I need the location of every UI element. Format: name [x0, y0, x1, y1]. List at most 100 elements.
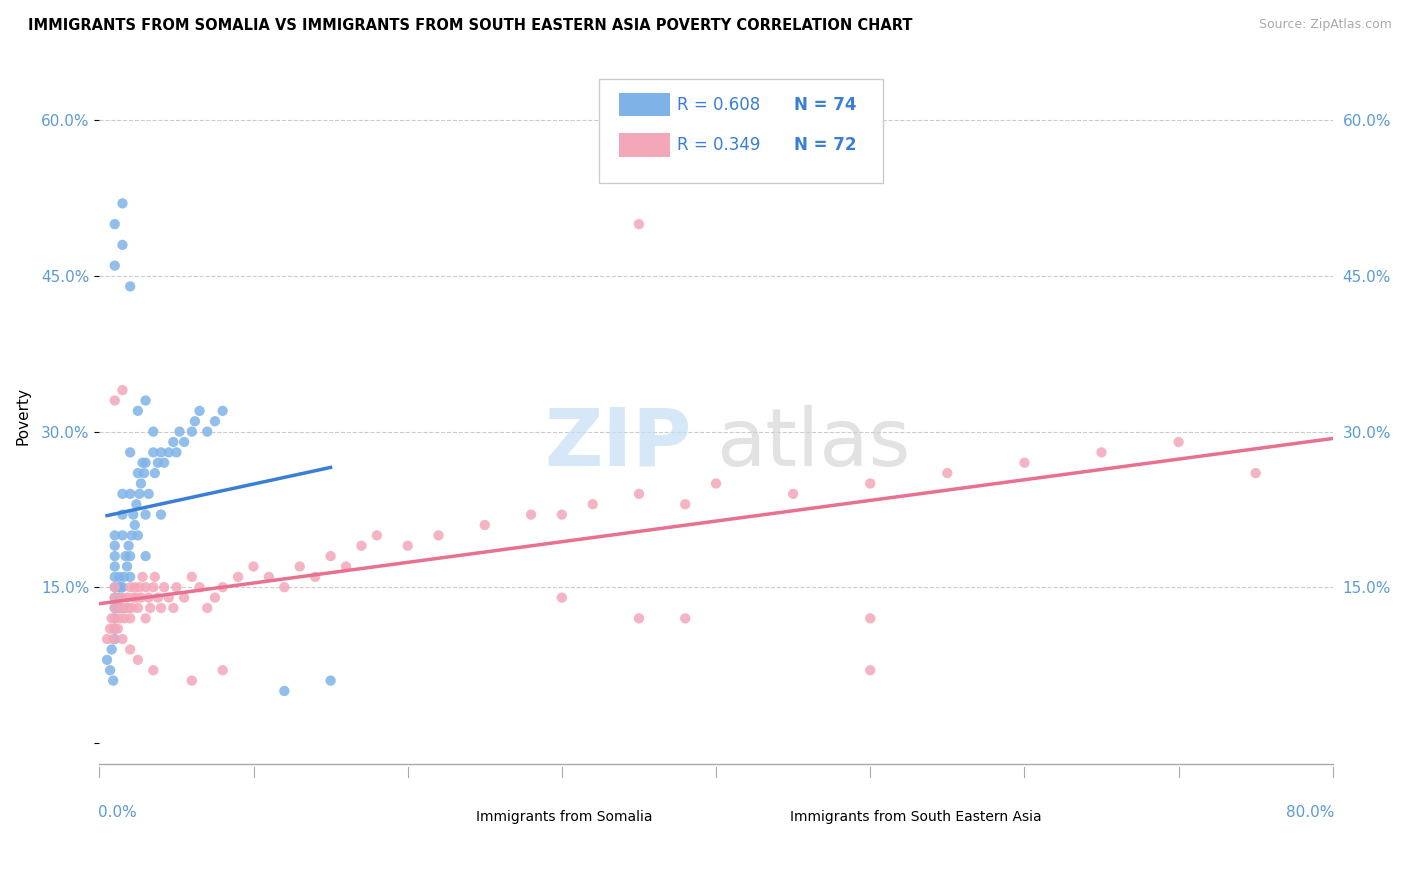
Text: IMMIGRANTS FROM SOMALIA VS IMMIGRANTS FROM SOUTH EASTERN ASIA POVERTY CORRELATIO: IMMIGRANTS FROM SOMALIA VS IMMIGRANTS FR…	[28, 18, 912, 33]
Point	[112, 570, 135, 584]
Point	[211, 404, 233, 418]
Point	[124, 518, 146, 533]
Point	[474, 518, 496, 533]
Point	[104, 601, 127, 615]
Point	[551, 591, 574, 605]
Point	[127, 528, 149, 542]
Point	[936, 466, 959, 480]
Point	[104, 611, 127, 625]
Point	[120, 570, 142, 584]
Point	[104, 622, 127, 636]
Point	[520, 508, 543, 522]
Point	[1167, 435, 1189, 450]
Point	[120, 487, 142, 501]
Point	[319, 673, 342, 688]
Point	[104, 570, 127, 584]
Point	[169, 425, 191, 439]
Point	[129, 591, 152, 605]
Point	[195, 425, 218, 439]
Point	[427, 528, 450, 542]
Point	[104, 591, 127, 605]
Point	[111, 508, 134, 522]
Point	[188, 404, 211, 418]
Point	[704, 476, 727, 491]
Point	[111, 632, 134, 646]
Point	[115, 559, 138, 574]
Text: N = 74: N = 74	[794, 95, 856, 113]
Point	[162, 601, 184, 615]
Point	[366, 528, 388, 542]
Point	[111, 591, 134, 605]
Point	[124, 580, 146, 594]
Point	[115, 591, 138, 605]
FancyBboxPatch shape	[751, 809, 785, 825]
Point	[122, 508, 145, 522]
Point	[111, 196, 134, 211]
Point	[104, 591, 127, 605]
Point	[673, 611, 696, 625]
Point	[139, 601, 162, 615]
Point	[108, 591, 131, 605]
Point	[319, 549, 342, 563]
Point	[627, 217, 650, 231]
Text: 0.0%: 0.0%	[98, 805, 136, 821]
Point	[782, 487, 804, 501]
Point	[107, 601, 129, 615]
Point	[104, 622, 127, 636]
Point	[673, 497, 696, 511]
Point	[104, 528, 127, 542]
Point	[111, 580, 134, 594]
Point	[142, 445, 165, 459]
Point	[103, 632, 125, 646]
Point	[195, 601, 218, 615]
Point	[120, 611, 142, 625]
Point	[551, 508, 574, 522]
Point	[135, 508, 157, 522]
Text: 80.0%: 80.0%	[1285, 805, 1334, 821]
Point	[859, 611, 882, 625]
Point	[128, 580, 150, 594]
Point	[96, 632, 118, 646]
Point	[157, 591, 180, 605]
Text: Immigrants from Somalia: Immigrants from Somalia	[475, 810, 652, 824]
Point	[114, 601, 136, 615]
Point	[129, 476, 152, 491]
Point	[111, 238, 134, 252]
Point	[138, 591, 160, 605]
Point	[122, 591, 145, 605]
Point	[104, 611, 127, 625]
Point	[153, 456, 176, 470]
Point	[350, 539, 373, 553]
Point	[104, 580, 127, 594]
Text: Source: ZipAtlas.com: Source: ZipAtlas.com	[1258, 18, 1392, 31]
Point	[117, 601, 139, 615]
Point	[104, 601, 127, 615]
Point	[859, 663, 882, 677]
Point	[173, 435, 195, 450]
FancyBboxPatch shape	[436, 809, 471, 825]
Point	[127, 601, 149, 615]
FancyBboxPatch shape	[599, 79, 883, 183]
Point	[146, 456, 169, 470]
Point	[104, 259, 127, 273]
Point	[1090, 445, 1112, 459]
Point	[162, 435, 184, 450]
Point	[135, 456, 157, 470]
Point	[112, 611, 135, 625]
Point	[127, 404, 149, 418]
Point	[125, 591, 148, 605]
Point	[104, 393, 127, 408]
Point	[104, 539, 127, 553]
Point	[142, 580, 165, 594]
Point	[335, 559, 357, 574]
Point	[150, 445, 173, 459]
Point	[96, 653, 118, 667]
Point	[98, 663, 121, 677]
Point	[146, 591, 169, 605]
Point	[120, 279, 142, 293]
Point	[142, 425, 165, 439]
Point	[103, 673, 125, 688]
Point	[288, 559, 311, 574]
Point	[627, 487, 650, 501]
Point	[257, 570, 280, 584]
